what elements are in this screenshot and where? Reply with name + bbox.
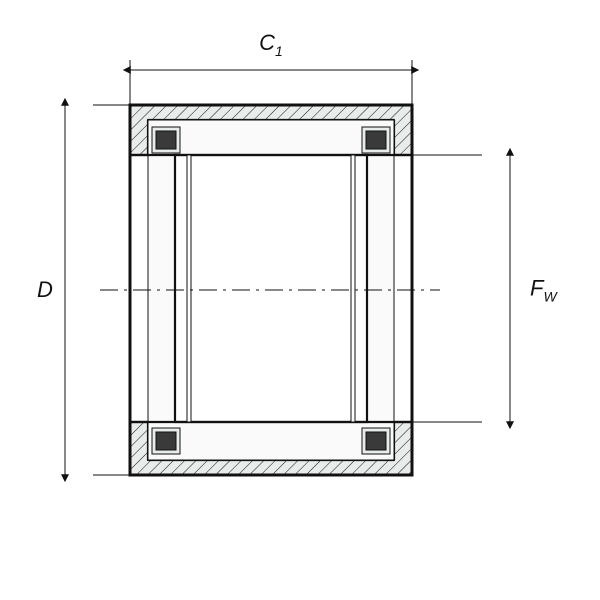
dim-label-d: D — [37, 277, 53, 302]
dim-label-fw: FW — [530, 276, 558, 305]
bearing-cross-section-diagram: C1 D FW — [0, 0, 600, 600]
dim-label-c1: C1 — [259, 30, 283, 59]
bearing-body — [100, 105, 440, 475]
